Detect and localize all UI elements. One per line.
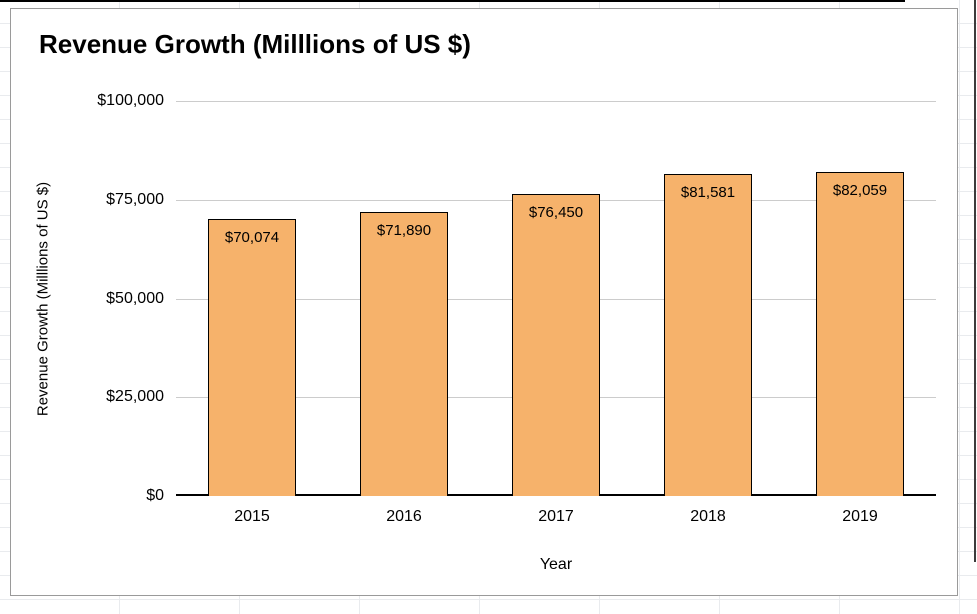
plot-area: $70,074 $71,890 $76,450 $81,581 bbox=[176, 101, 936, 496]
bar-value-label: $76,450 bbox=[528, 204, 584, 222]
bar-2018[interactable]: $81,581 bbox=[664, 173, 752, 496]
bar-slot: $76,450 bbox=[480, 101, 632, 496]
x-axis-title: Year bbox=[539, 556, 573, 573]
x-tick-label: 2018 bbox=[690, 508, 726, 525]
y-tick-label: $75,000 bbox=[106, 190, 164, 208]
chart-title: Revenue Growth (Milllions of US $) bbox=[39, 29, 471, 59]
x-axis-tick-labels: 2015 2016 2017 2018 2019 bbox=[176, 508, 936, 526]
x-tick-label: 2016 bbox=[386, 508, 422, 525]
y-axis-tick-labels: $100,000 $75,000 $50,000 $25,000 $0 bbox=[11, 92, 164, 504]
bar-slot: $81,581 bbox=[632, 101, 784, 496]
window-edge-right bbox=[974, 0, 976, 562]
x-tick-label: 2015 bbox=[234, 508, 270, 525]
x-tick-label: 2017 bbox=[538, 508, 574, 525]
bar-slot: $70,074 bbox=[176, 101, 328, 496]
bar-value-label: $82,059 bbox=[832, 181, 888, 199]
y-tick-label: $50,000 bbox=[106, 289, 164, 307]
bar-2019[interactable]: $82,059 bbox=[816, 171, 904, 496]
chart-container[interactable]: Revenue Growth (Milllions of US $) Reven… bbox=[10, 8, 958, 596]
bar-2016[interactable]: $71,890 bbox=[360, 212, 448, 496]
y-tick-label: $100,000 bbox=[97, 92, 164, 109]
bar-2017[interactable]: $76,450 bbox=[512, 194, 600, 496]
y-tick-label: $0 bbox=[146, 487, 164, 504]
bar-value-label: $71,890 bbox=[376, 222, 432, 240]
gridline bbox=[176, 101, 936, 102]
bar-series: $70,074 $71,890 $76,450 $81,581 bbox=[176, 101, 936, 496]
bar-slot: $71,890 bbox=[328, 101, 480, 496]
y-tick-label: $25,000 bbox=[106, 388, 164, 406]
bar-slot: $82,059 bbox=[784, 101, 936, 496]
bar-2015[interactable]: $70,074 bbox=[208, 219, 296, 496]
x-tick-label: 2019 bbox=[842, 508, 878, 525]
bar-value-label: $70,074 bbox=[224, 229, 280, 247]
window-edge-top bbox=[0, 0, 905, 2]
bar-value-label: $81,581 bbox=[680, 183, 736, 201]
